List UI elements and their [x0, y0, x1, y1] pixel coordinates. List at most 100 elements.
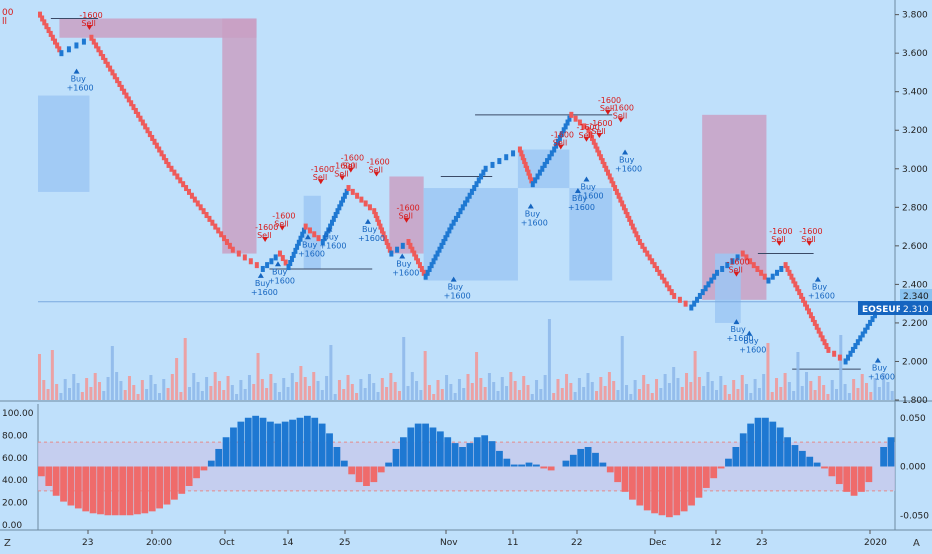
renko-brick — [449, 223, 454, 230]
renko-brick — [630, 223, 635, 230]
sell-amount: -1600 — [576, 123, 599, 132]
renko-brick — [295, 243, 300, 250]
sell-arrow — [279, 225, 286, 231]
renko-brick — [254, 262, 259, 269]
volume-bar — [655, 379, 659, 400]
volume-bar — [350, 384, 354, 400]
renko-brick — [201, 208, 206, 215]
volume-bar — [685, 373, 689, 400]
renko-brick — [412, 250, 417, 257]
volume-bar — [710, 381, 714, 400]
osc-bar — [370, 466, 378, 483]
renko-brick — [552, 146, 557, 153]
renko-brick — [706, 281, 711, 288]
timezone-button[interactable]: Z — [4, 538, 11, 549]
renko-brick — [860, 331, 865, 338]
buy-amount: +1600 — [319, 242, 346, 251]
sell-amount: -1600 — [341, 154, 364, 163]
volume-bar — [166, 388, 170, 400]
renko-brick — [814, 323, 819, 330]
renko-brick — [355, 192, 360, 199]
renko-brick — [793, 281, 798, 288]
volume-bar — [252, 384, 256, 400]
volume-bar — [115, 372, 119, 400]
renko-brick — [779, 265, 784, 272]
renko-brick — [850, 346, 855, 353]
sell-arrow — [347, 167, 354, 173]
renko-brick — [386, 242, 391, 249]
renko-brick — [133, 107, 138, 114]
renko-brick — [408, 242, 413, 249]
renko-brick — [607, 173, 612, 180]
osc-bar — [887, 437, 895, 467]
buy-label: Buy — [872, 364, 888, 373]
osc-bar — [355, 466, 363, 483]
buy-amount: +1600 — [358, 234, 385, 243]
volume-bar — [295, 382, 299, 400]
volume-bar — [153, 384, 157, 400]
osc-bar — [710, 466, 718, 479]
volume-bar — [479, 378, 483, 400]
renko-brick — [483, 165, 488, 172]
volume-bar — [612, 381, 616, 400]
sell-label: Sell — [81, 19, 95, 28]
volume-bar — [753, 379, 757, 400]
osc-left-tick: 20.00 — [2, 499, 28, 509]
sell-amount: -1600 — [598, 96, 621, 105]
volume-bar — [500, 377, 504, 400]
renko-brick — [322, 235, 327, 242]
renko-brick — [110, 69, 115, 76]
renko-brick — [195, 200, 200, 207]
volume-bar — [59, 393, 63, 400]
volume-bar — [603, 386, 607, 400]
auto-scale-button[interactable]: A — [913, 538, 920, 549]
volume-bar — [329, 345, 333, 400]
renko-brick — [447, 227, 452, 234]
volume-bar — [539, 389, 543, 400]
volume-bar — [779, 387, 783, 400]
renko-brick — [140, 119, 145, 126]
buy-label: Buy — [71, 75, 87, 84]
renko-brick — [342, 192, 347, 199]
renko-brick — [298, 235, 303, 242]
volume-bar — [723, 385, 727, 400]
renko-brick — [837, 354, 842, 361]
buy-amount: +1600 — [615, 165, 642, 174]
price-tick-label: 3.800 — [902, 11, 928, 21]
price-tick-label: 2.800 — [902, 203, 928, 213]
renko-brick — [593, 142, 598, 149]
volume-bar — [406, 386, 410, 400]
renko-brick — [812, 319, 817, 326]
volume-bar — [462, 388, 466, 400]
volume-bar — [757, 388, 761, 400]
buy-arrow — [257, 272, 264, 278]
renko-brick — [350, 188, 355, 195]
sell-label: Sell — [274, 219, 288, 228]
sell-amount: -1600 — [551, 131, 574, 140]
renko-brick — [759, 269, 764, 276]
renko-brick — [157, 146, 162, 153]
time-axis-label: Nov — [440, 538, 458, 548]
renko-brick — [801, 296, 806, 303]
renko-brick — [559, 131, 564, 138]
osc-bar — [695, 466, 703, 498]
renko-brick — [166, 161, 171, 168]
osc-bar — [311, 417, 319, 467]
grid-lines — [0, 0, 932, 531]
sell-label: Sell — [399, 212, 413, 221]
osc-bar — [518, 464, 526, 467]
renko-brick — [620, 200, 625, 207]
renko-brick — [320, 239, 325, 245]
sell-amount: -1600 — [332, 161, 355, 170]
sell-amount: -1600 — [272, 211, 295, 220]
renko-brick — [66, 46, 71, 53]
osc-bar — [281, 421, 289, 467]
osc-bar — [348, 466, 356, 475]
osc-bar — [702, 466, 710, 488]
renko-brick — [474, 181, 479, 188]
renko-brick — [207, 215, 212, 222]
buy-label: Buy — [730, 325, 746, 334]
volume-bar — [132, 385, 136, 400]
osc-bar — [60, 466, 67, 502]
